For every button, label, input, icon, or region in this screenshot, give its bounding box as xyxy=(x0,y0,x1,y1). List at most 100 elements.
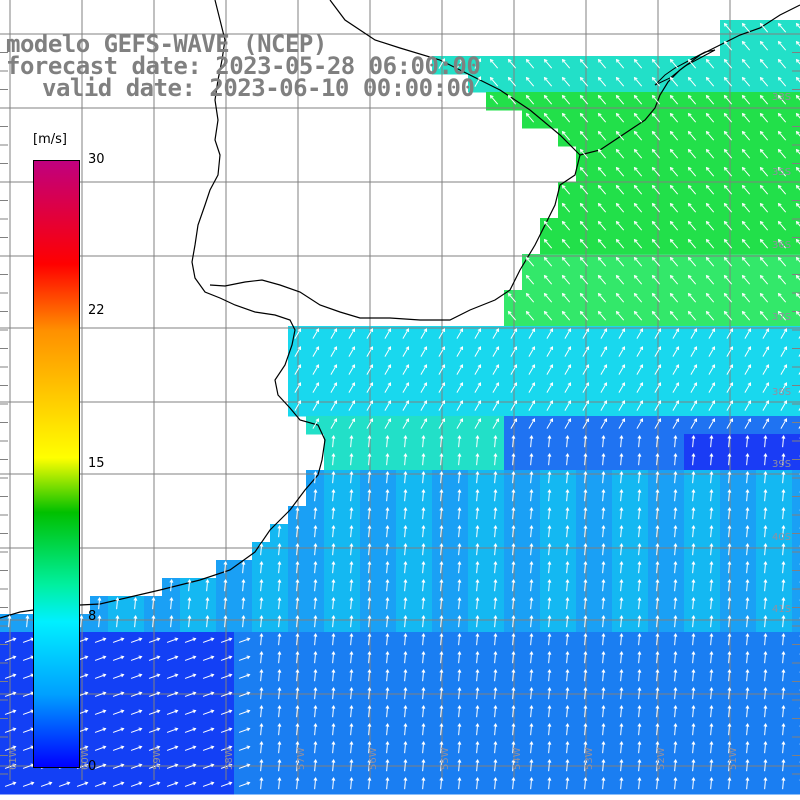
wind-cell xyxy=(792,416,800,435)
wind-arrow xyxy=(420,418,427,429)
wind-arrow-head xyxy=(747,382,752,386)
wind-arrow-head xyxy=(601,579,606,583)
wind-arrow xyxy=(728,723,731,736)
wind-arrow xyxy=(386,615,389,628)
wind-arrow-head xyxy=(205,579,210,583)
wind-arrow-head xyxy=(781,435,786,439)
wind-arrow-head xyxy=(403,471,408,475)
wind-arrow xyxy=(656,435,659,448)
wind-arrow-head xyxy=(705,220,710,225)
wind-arrow-head xyxy=(349,579,354,583)
wind-arrow xyxy=(744,382,751,393)
wind-arrow xyxy=(690,400,697,411)
wind-arrow xyxy=(220,746,232,751)
wind-arrow-head xyxy=(493,669,498,673)
wind-arrow xyxy=(332,723,335,736)
wind-arrow xyxy=(494,651,497,664)
wind-arrow-head xyxy=(741,40,746,45)
wind-arrow-head xyxy=(709,597,714,601)
wind-arrow xyxy=(260,543,263,556)
wind-arrow-head xyxy=(633,184,638,189)
wind-arrow xyxy=(598,167,607,177)
wind-arrow-head xyxy=(439,723,444,727)
wind-arrow xyxy=(544,221,553,231)
wind-arrow xyxy=(708,328,715,339)
wind-arrow-head xyxy=(759,292,764,297)
wind-arrow-head xyxy=(763,615,768,619)
wind-arrow-head xyxy=(783,328,788,332)
wind-arrow-head xyxy=(151,615,156,619)
wind-arrow-head xyxy=(687,292,692,297)
wind-arrow xyxy=(456,364,463,375)
wind-arrow xyxy=(278,723,281,736)
wind-arrow-head xyxy=(493,741,498,745)
wind-arrow xyxy=(692,651,695,664)
wind-arrow-head xyxy=(561,184,566,189)
wind-arrow xyxy=(584,705,587,718)
wind-arrow xyxy=(314,669,317,682)
wind-arrow xyxy=(584,507,587,520)
wind-arrow xyxy=(332,759,335,772)
wind-arrow-head xyxy=(657,382,662,386)
wind-arrow xyxy=(638,489,641,502)
wind-arrow-head xyxy=(475,633,480,637)
wind-arrow xyxy=(404,453,407,466)
wind-arrow-head xyxy=(583,489,588,493)
wind-arrow-head xyxy=(439,741,444,745)
wind-arrow-head xyxy=(525,274,530,279)
wind-arrow-head xyxy=(421,777,426,781)
wind-arrow-head xyxy=(84,655,89,660)
wind-arrow xyxy=(638,471,641,484)
wind-arrow-head xyxy=(657,346,662,350)
wind-arrow-head xyxy=(763,435,768,439)
wind-arrow xyxy=(440,633,443,646)
wind-arrow xyxy=(384,400,391,411)
wind-arrow-head xyxy=(633,130,638,135)
wind-arrow xyxy=(476,453,479,466)
wind-arrow-head xyxy=(405,346,410,350)
wind-arrow-head xyxy=(723,184,728,189)
wind-arrow xyxy=(620,453,623,466)
wind-arrow-head xyxy=(439,777,444,781)
wind-arrow-head xyxy=(543,94,548,99)
wind-arrow-head xyxy=(315,400,320,404)
wind-arrow xyxy=(620,651,623,664)
wind-arrow-head xyxy=(673,651,678,655)
wind-arrow xyxy=(512,435,515,448)
wind-arrow-head xyxy=(349,651,354,655)
wind-arrow-head xyxy=(729,328,734,332)
wind-arrow xyxy=(166,710,178,715)
wind-arrow xyxy=(654,400,661,411)
wind-arrow xyxy=(746,741,749,754)
wind-arrow-head xyxy=(421,723,426,727)
wind-cell xyxy=(792,542,800,561)
wind-arrow-head xyxy=(120,781,125,786)
wind-arrow-head xyxy=(565,579,570,583)
wind-arrow-head xyxy=(277,579,282,583)
wind-arrow-head xyxy=(387,382,392,386)
wind-arrow xyxy=(598,131,607,141)
wind-arrow xyxy=(202,728,214,733)
wind-arrow xyxy=(528,328,535,339)
wind-arrow-head xyxy=(369,364,374,368)
wind-arrow-head xyxy=(669,94,674,99)
wind-arrow-head xyxy=(387,346,392,350)
wind-arrow xyxy=(278,597,281,610)
wind-arrow-head xyxy=(615,112,620,117)
wind-arrow-head xyxy=(331,741,336,745)
wind-arrow xyxy=(438,58,445,69)
wind-arrow-head xyxy=(561,202,566,207)
wind-arrow xyxy=(584,543,587,556)
wind-arrow-head xyxy=(367,507,372,511)
wind-arrow xyxy=(746,525,749,538)
wind-arrow xyxy=(656,723,659,736)
wind-arrow xyxy=(778,41,787,51)
wind-arrow xyxy=(580,59,589,69)
wind-arrow-head xyxy=(657,400,662,404)
wind-arrow-head xyxy=(657,418,662,422)
wind-arrow xyxy=(654,382,661,393)
wind-arrow xyxy=(764,435,767,448)
wind-arrow xyxy=(764,597,767,610)
wind-arrow xyxy=(422,669,425,682)
wind-arrow-head xyxy=(759,76,764,81)
